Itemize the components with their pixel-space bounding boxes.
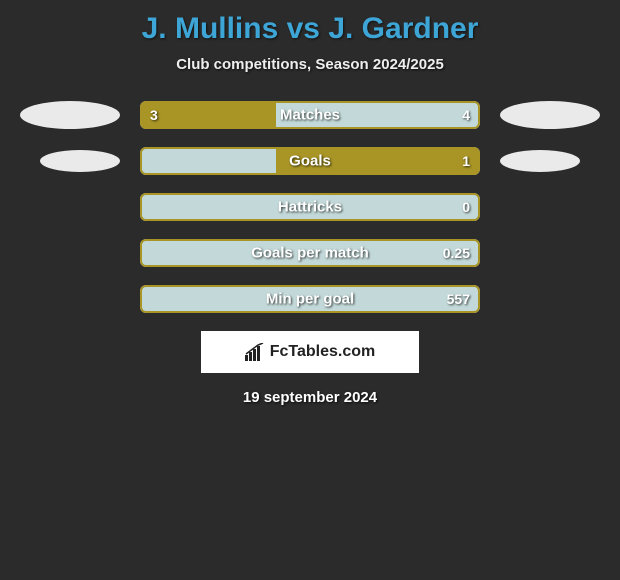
stat-value-right: 0.25 — [443, 245, 470, 261]
stat-bar: 3Matches4 — [140, 101, 480, 129]
bar-fill-right — [276, 147, 480, 175]
player-left-avatar — [40, 150, 120, 172]
stat-value-left: 3 — [150, 107, 158, 123]
stat-row: 3Matches4 — [0, 101, 620, 129]
bar-border — [140, 239, 480, 267]
brand-label: FcTables.com — [270, 343, 376, 361]
page-title: J. Mullins vs J. Gardner — [0, 8, 620, 56]
stat-rows: 3Matches4 Goals1 Hattricks0 Goals per match… — [0, 101, 620, 313]
stat-bar: Goals per match0.25 — [140, 239, 480, 267]
stat-label: Hattricks — [140, 199, 480, 216]
player-right-avatar — [500, 101, 600, 129]
subtitle: Club competitions, Season 2024/2025 — [0, 56, 620, 73]
stat-value-right: 4 — [462, 107, 470, 123]
stat-value-right: 1 — [462, 153, 470, 169]
stat-bar: Hattricks0 — [140, 193, 480, 221]
bar-border — [140, 285, 480, 313]
stat-row: Goals per match0.25 — [0, 239, 620, 267]
stat-label: Min per goal — [140, 291, 480, 308]
stat-value-right: 557 — [447, 291, 470, 307]
stat-label: Goals per match — [140, 245, 480, 262]
stat-row: Hattricks0 — [0, 193, 620, 221]
date-text: 19 september 2024 — [0, 389, 620, 406]
stat-bar: Min per goal557 — [140, 285, 480, 313]
stat-row: Goals1 — [0, 147, 620, 175]
brand-text: FcTables.com — [245, 343, 376, 361]
player-left-avatar — [20, 101, 120, 129]
comparison-infographic: J. Mullins vs J. Gardner Club competitio… — [0, 0, 620, 406]
bar-border — [140, 193, 480, 221]
stat-bar: Goals1 — [140, 147, 480, 175]
player-right-avatar — [500, 150, 580, 172]
bars-icon — [245, 343, 265, 361]
brand-logo-box: FcTables.com — [201, 331, 419, 373]
stat-value-right: 0 — [462, 199, 470, 215]
stat-row: Min per goal557 — [0, 285, 620, 313]
bar-fill-left — [140, 101, 276, 129]
